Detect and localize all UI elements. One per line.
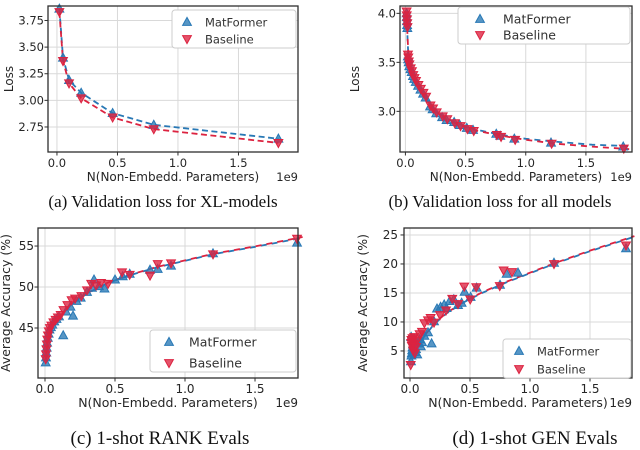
y-axis-label: Average Accuracy (%) xyxy=(0,234,13,372)
legend-matformer-label: MatFormer xyxy=(503,12,572,27)
legend-baseline-label: Baseline xyxy=(503,28,556,43)
svg-text:55: 55 xyxy=(19,239,34,253)
caption-c: (c) 1-shot RANK Evals xyxy=(70,428,250,449)
x-axis-ticks: 0.0 0.5 1.0 1.5 xyxy=(400,378,600,396)
svg-text:1.0: 1.0 xyxy=(517,156,535,170)
legend-matformer-marker-icon xyxy=(163,336,175,346)
svg-text:4.0: 4.0 xyxy=(378,6,396,20)
legend: MatFormer Baseline xyxy=(171,9,297,49)
svg-text:3.75: 3.75 xyxy=(18,13,44,27)
subplot-rank-evals: 0.0 0.5 1.0 1.5 45 50 55 N(Non-Embedd. Paramete… xyxy=(0,223,320,449)
svg-text:0.5: 0.5 xyxy=(105,382,124,396)
x-axis-label: N(Non-Embedd. Parameters) xyxy=(428,395,608,410)
svg-text:0.5: 0.5 xyxy=(460,382,479,396)
chart-b-canvas: 0.0 0.5 1.0 1.5 3.0 3.5 4.0 N(Non-Embedd. Param… xyxy=(348,5,633,184)
y-axis-label: Average Accuracy (%) xyxy=(355,234,370,372)
svg-text:1.5: 1.5 xyxy=(577,156,595,170)
svg-text:1.0: 1.0 xyxy=(520,382,539,396)
y-axis-label: Loss xyxy=(2,66,16,92)
subplot-validation-loss-xl: 0.0 0.5 1.0 1.5 2.75 3.00 3.25 3.50 3.75 N(Non-Em… xyxy=(0,0,320,223)
caption-d: (d) 1-shot GEN Evals xyxy=(452,428,618,449)
legend-baseline-marker-icon xyxy=(513,365,525,375)
y-axis-ticks: 5 10 15 20 25 xyxy=(383,228,404,358)
legend-matformer-label: MatFormer xyxy=(537,345,600,359)
chart-a-canvas: 0.0 0.5 1.0 1.5 2.75 3.00 3.25 3.50 3.75 N(Non-Em… xyxy=(2,3,299,184)
y-axis-ticks: 45 50 55 xyxy=(19,239,38,335)
caption-b: (b) Validation loss for all models xyxy=(388,192,612,211)
svg-text:3.25: 3.25 xyxy=(18,67,44,81)
subplot-gen-evals: 0.0 0.5 1.0 1.5 5 10 15 20 25 N(Non-Embedd. Param… xyxy=(320,223,640,449)
axes-frame xyxy=(47,5,299,153)
svg-text:0.5: 0.5 xyxy=(456,156,474,170)
svg-text:1.5: 1.5 xyxy=(580,382,599,396)
svg-text:2.75: 2.75 xyxy=(18,120,44,134)
legend-matformer-label: MatFormer xyxy=(205,16,268,30)
axes-frame xyxy=(37,227,299,379)
svg-text:15: 15 xyxy=(383,286,398,300)
subplot-validation-loss-all: 0.0 0.5 1.0 1.5 3.0 3.5 4.0 N(Non-Embedd. Param… xyxy=(320,0,640,223)
legend-baseline-marker-icon xyxy=(163,359,175,369)
svg-text:3.5: 3.5 xyxy=(378,55,396,69)
svg-text:0.5: 0.5 xyxy=(108,156,126,170)
legend-matformer-label: MatFormer xyxy=(189,335,258,350)
svg-text:3.0: 3.0 xyxy=(378,104,396,118)
chart-c-canvas: 0.0 0.5 1.0 1.5 45 50 55 N(Non-Embedd. Paramete… xyxy=(0,227,303,410)
svg-text:1.5: 1.5 xyxy=(229,156,247,170)
legend: MatFormer Baseline xyxy=(149,329,297,373)
svg-text:50: 50 xyxy=(19,280,34,294)
x-axis-label: N(Non-Embedd. Parameters) xyxy=(78,395,258,410)
series-baseline-markers xyxy=(405,241,632,371)
axes-frame xyxy=(399,5,633,153)
gridlines xyxy=(38,228,298,378)
x-axis-offset-label: 1e9 xyxy=(610,170,632,184)
legend-baseline-label: Baseline xyxy=(537,363,586,377)
caption-a: (a) Validation loss for XL-models xyxy=(48,192,278,211)
svg-text:1.5: 1.5 xyxy=(245,382,264,396)
x-axis-offset-label: 1e9 xyxy=(609,396,632,410)
svg-text:1.0: 1.0 xyxy=(169,156,187,170)
series-baseline-markers xyxy=(54,8,284,149)
svg-text:5: 5 xyxy=(390,344,398,358)
legend: MatFormer Baseline xyxy=(502,338,632,379)
svg-text:0.0: 0.0 xyxy=(48,156,66,170)
x-axis-ticks: 0.0 0.5 1.0 1.5 xyxy=(35,378,265,396)
svg-text:45: 45 xyxy=(19,321,34,335)
y-axis-label: Loss xyxy=(348,66,362,92)
y-axis-ticks: 3.0 3.5 4.0 xyxy=(378,6,400,118)
x-axis-offset-label: 1e9 xyxy=(275,396,298,410)
legend-baseline-label: Baseline xyxy=(205,33,254,47)
x-axis-ticks: 0.0 0.5 1.0 1.5 xyxy=(48,152,248,170)
svg-text:0.0: 0.0 xyxy=(400,382,419,396)
x-axis-label: N(Non-Embedd. Parameters) xyxy=(430,170,602,184)
x-axis-label: N(Non-Embedd. Parameters) xyxy=(87,170,259,184)
legend-matformer-marker-icon xyxy=(474,13,486,23)
x-axis-offset-label: 1e9 xyxy=(276,170,298,184)
legend-baseline-label: Baseline xyxy=(189,356,242,371)
series-baseline-markers xyxy=(401,7,630,155)
chart-d-canvas: 0.0 0.5 1.0 1.5 5 10 15 20 25 N(Non-Embedd. Param… xyxy=(355,227,635,410)
legend-matformer-marker-icon xyxy=(513,345,525,355)
svg-text:1.0: 1.0 xyxy=(175,382,194,396)
svg-text:3.50: 3.50 xyxy=(18,40,44,54)
legend-baseline-marker-icon xyxy=(181,35,193,45)
svg-text:10: 10 xyxy=(383,315,398,329)
x-axis-ticks: 0.0 0.5 1.0 1.5 xyxy=(396,152,595,170)
svg-text:25: 25 xyxy=(383,228,398,242)
legend-baseline-marker-icon xyxy=(474,31,486,41)
series-baseline-markers xyxy=(40,234,303,365)
svg-text:20: 20 xyxy=(383,257,398,271)
svg-text:0.0: 0.0 xyxy=(396,156,414,170)
svg-text:3.00: 3.00 xyxy=(18,93,44,107)
y-axis-ticks: 2.75 3.00 3.25 3.50 3.75 xyxy=(18,13,48,134)
svg-text:0.0: 0.0 xyxy=(35,382,54,396)
legend-matformer-marker-icon xyxy=(181,16,193,26)
